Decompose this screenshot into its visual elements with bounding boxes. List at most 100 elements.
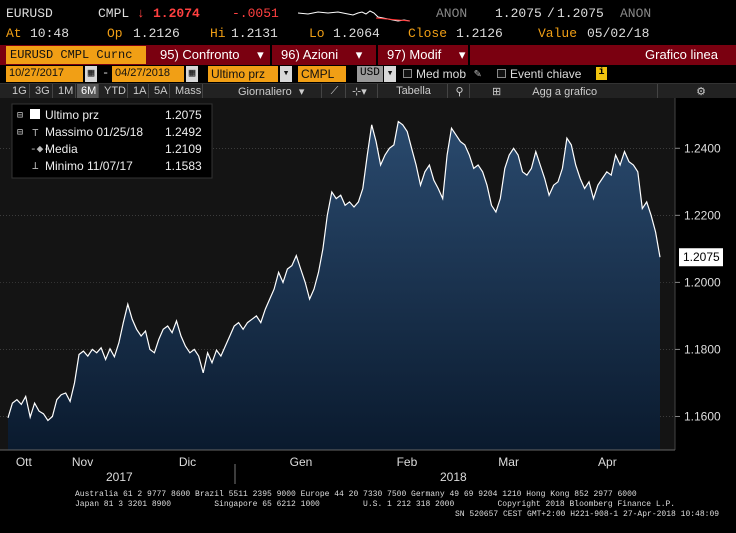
end-calendar-icon[interactable]: ▦ <box>186 66 198 82</box>
period-toolbar: 1G 3G 1M 6M YTD 1A 5A Mass Giornaliero ▾ ⟋ ⊹▾ T… <box>0 83 736 99</box>
quote-bid: 1.2075 <box>495 6 542 21</box>
x-month-label: Gen <box>290 455 313 469</box>
add-to-chart-icon: ⊞ <box>492 86 502 98</box>
edit-button[interactable]: 97) Modif ▾ <box>383 45 469 65</box>
legend-label-high: Massimo 01/25/18 <box>45 125 143 139</box>
legend-collapse-icon[interactable]: ⊟ <box>17 128 23 139</box>
legend-value-average: 1.2109 <box>165 142 202 156</box>
key-events-checkbox[interactable] <box>497 69 506 78</box>
x-month-label: Mar <box>498 455 519 469</box>
pencil-icon[interactable]: ✎ <box>474 67 482 81</box>
currency-select[interactable]: USD <box>357 66 383 82</box>
source-select[interactable]: CMPL <box>298 66 346 82</box>
chart-legend: ⊟ Ultimo prz 1.2075 ⊟ ⊤ Massimo 01/25/18… <box>11 103 213 179</box>
start-date-input[interactable]: 10/27/2017 <box>6 66 83 82</box>
settings-gear-icon[interactable]: ⚙ <box>696 86 706 98</box>
period-button-3g[interactable]: 3G <box>31 84 53 99</box>
moving-average-label: Med mob <box>416 67 467 81</box>
frequency-label: Giornaliero <box>238 86 292 98</box>
line-chart-icon[interactable]: ⟋ <box>324 84 346 99</box>
y-tick-label: 1.1600 <box>684 409 721 423</box>
quote-source: CMPL <box>98 6 130 21</box>
quote-change: -.0051 <box>232 6 279 21</box>
last-price-marker <box>679 248 723 267</box>
low-value: 1.2064 <box>333 26 380 41</box>
period-button-1g[interactable]: 1G <box>8 84 30 99</box>
info-icon[interactable]: i <box>596 67 607 80</box>
last-price-label: 1.2075 <box>683 250 720 264</box>
period-button-mass[interactable]: Mass <box>171 84 203 99</box>
close-value: 1.2126 <box>456 26 503 41</box>
legend-collapse-icon[interactable]: ⊟ <box>17 111 23 122</box>
end-date-input[interactable]: 04/27/2018 <box>112 66 184 82</box>
value-label: Value <box>538 26 578 41</box>
x-month-label: Feb <box>397 455 418 469</box>
low-marker-icon: ⊥ <box>32 161 39 173</box>
quote-condition-2: ANON <box>620 6 652 21</box>
table-button-label: Tabella <box>396 85 431 97</box>
quote-condition: ANON <box>436 6 468 21</box>
separator <box>270 45 272 65</box>
frequency-dropdown-icon: ▾ <box>298 86 305 98</box>
period-button-1a[interactable]: 1A <box>129 84 149 99</box>
quote-last-price: 1.2074 <box>153 6 200 21</box>
edit-button-number: 97) <box>387 47 406 62</box>
series-dropdown-icon[interactable]: ▾ <box>280 66 292 82</box>
x-month-label: Ott <box>16 455 33 469</box>
currency-dropdown-icon[interactable]: ▾ <box>384 66 396 82</box>
table-button[interactable]: Tabella <box>380 84 448 99</box>
period-button-ytd[interactable]: YTD <box>100 84 128 99</box>
quote-separator: / <box>547 6 555 21</box>
x-month-label: Dic <box>179 455 196 469</box>
intraday-sparkline <box>298 10 411 22</box>
command-bar: EURUSD CMPL Curnc 95) Confronto ▾ 96) Az… <box>0 45 736 65</box>
actions-button[interactable]: 96) Azioni ▾ <box>277 45 366 65</box>
filter-bar: 10/27/2017 ▦ - 04/27/2018 ▦ Ultimo prz ▾… <box>0 65 736 83</box>
y-axis: 1.2400 1.2200 1.2000 1.1800 1.1600 1.2075 <box>674 98 723 450</box>
legend-value-low: 1.1583 <box>165 159 202 173</box>
average-marker-icon: -◆- <box>30 144 50 156</box>
compare-button-number: 95) <box>160 47 179 62</box>
series-select[interactable]: Ultimo prz <box>208 66 278 82</box>
compare-dropdown-icon: ▾ <box>257 47 264 62</box>
period-button-5a[interactable]: 5A <box>150 84 170 99</box>
moving-average-checkbox[interactable] <box>403 69 412 78</box>
y-tick-label: 1.2400 <box>684 141 721 155</box>
date-range-dash: - <box>102 66 110 80</box>
value-date: 05/02/18 <box>587 26 650 41</box>
y-tick-label: 1.2000 <box>684 275 721 289</box>
frequency-select[interactable]: Giornaliero ▾ <box>234 84 322 99</box>
open-label: Op <box>107 26 123 41</box>
price-chart[interactable]: 1.2400 1.2200 1.2000 1.1800 1.1600 1.2075 Ott… <box>0 98 736 486</box>
x-year-label: 2018 <box>440 470 467 484</box>
add-to-chart-button[interactable]: ⊞ Agg a grafico <box>488 84 658 99</box>
start-calendar-icon[interactable]: ▦ <box>85 66 97 82</box>
crosshair-icon[interactable]: ⊹▾ <box>348 84 378 99</box>
legend-label-low: Minimo 11/07/17 <box>45 159 133 173</box>
x-axis: Ott Nov Dic Gen Feb Mar Apr 2017 2018 <box>0 449 675 484</box>
compare-button[interactable]: 95) Confronto ▾ <box>156 45 268 65</box>
x-month-label: Apr <box>598 455 617 469</box>
at-time: 10:48 <box>30 26 70 41</box>
price-line <box>7 120 661 422</box>
footer: Australia 61 2 9777 8600 Brazil 5511 239… <box>0 487 736 533</box>
security-field[interactable]: EURUSD CMPL Curnc <box>6 46 146 64</box>
at-label: At <box>6 26 22 41</box>
quote-ticker: EURUSD <box>6 6 53 21</box>
footer-contacts-1: Australia 61 2 9777 8600 Brazil 5511 239… <box>75 490 637 499</box>
high-label: Hi <box>210 26 226 41</box>
separator <box>468 45 470 65</box>
period-button-1m[interactable]: 1M <box>54 84 76 99</box>
period-button-6m[interactable]: 6M <box>77 84 99 99</box>
quote-line-1: EURUSD CMPL ↓ 1.2074 -.0051 ANON 1.2075 … <box>0 6 736 26</box>
footer-contacts-2: Japan 81 3 3201 8900 Singapore 65 6212 1… <box>75 500 676 509</box>
legend-label-last: Ultimo prz <box>45 108 99 122</box>
chart-type-title: Grafico linea <box>645 47 718 62</box>
price-area-fill <box>8 121 660 450</box>
down-arrow-icon: ↓ <box>137 6 145 21</box>
x-year-label: 2017 <box>106 470 133 484</box>
lock-icon[interactable]: ⚲ <box>450 84 470 99</box>
legend-swatch-last <box>30 109 40 119</box>
x-month-label: Nov <box>72 455 93 469</box>
actions-button-number: 96) <box>281 47 300 62</box>
